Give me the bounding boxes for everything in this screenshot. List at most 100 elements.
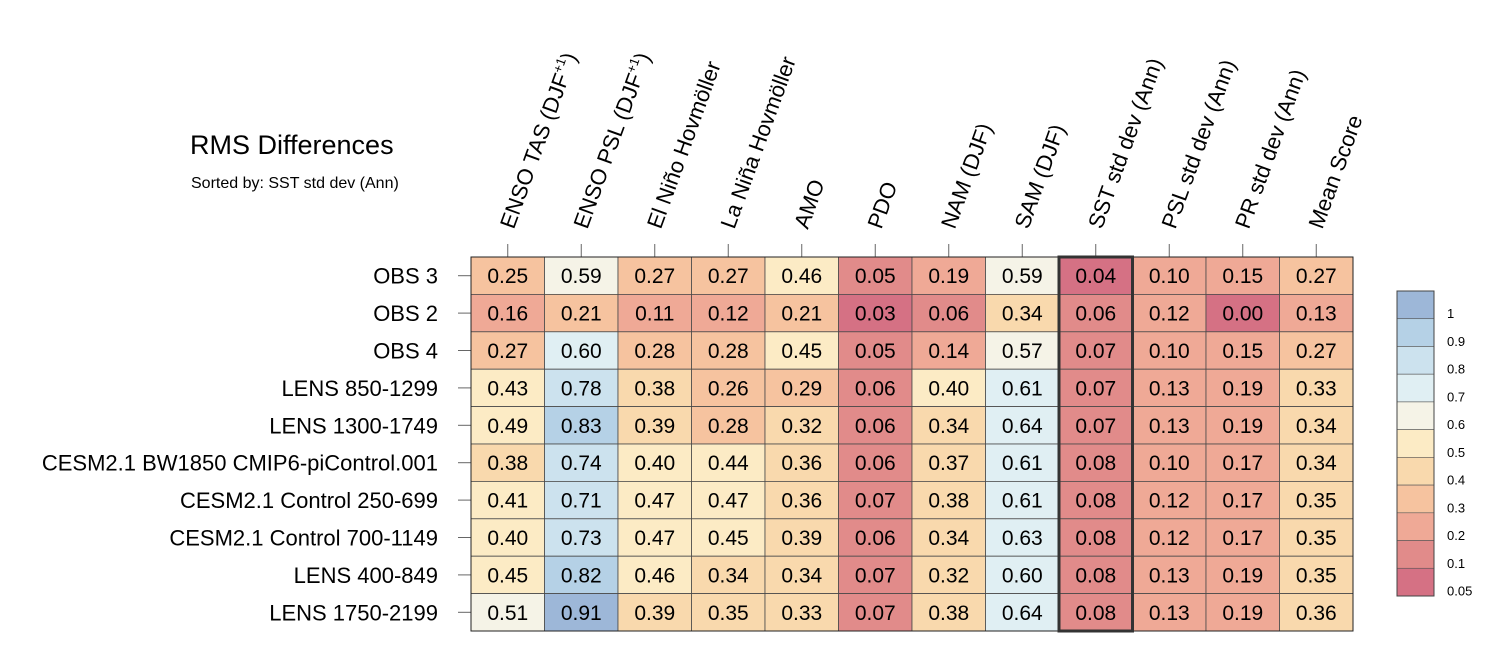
- cell-value: 0.13: [1149, 602, 1190, 625]
- cell-value: 0.19: [1222, 377, 1263, 400]
- cell-value: 0.73: [561, 527, 602, 550]
- heatmap-cell: [985, 368, 1060, 408]
- cell-value: 0.34: [1296, 452, 1337, 475]
- cell-value: 0.14: [928, 340, 969, 363]
- cell-value: 0.28: [708, 415, 749, 438]
- heatmap-cell: [764, 406, 839, 445]
- cell-value: 0.27: [634, 265, 675, 288]
- colorbar-swatch: [1396, 401, 1435, 430]
- cell-value: 0.10: [1149, 340, 1190, 363]
- column-label-text: ENSO TAS (DJF: [495, 70, 574, 232]
- column-label-text: PSL std dev (Ann): [1156, 56, 1240, 232]
- cell-value: 0.17: [1222, 490, 1263, 513]
- cell-value: 0.34: [1002, 303, 1043, 326]
- colorbar-swatch: [1396, 318, 1435, 347]
- heatmap-cell: [470, 368, 545, 408]
- cell-value: 0.40: [928, 377, 969, 400]
- heatmap-cell: [691, 443, 766, 482]
- row-label: LENS 400-849: [294, 563, 438, 588]
- cell-value: 0.06: [855, 377, 896, 400]
- cell-value: 0.51: [487, 602, 528, 625]
- heatmap-cell: [1058, 443, 1133, 482]
- column-label: PR std dev (Ann): [1230, 66, 1311, 232]
- cell-value: 0.64: [1002, 415, 1043, 438]
- heatmap-cell: [911, 406, 986, 445]
- cell-value: 0.39: [634, 415, 675, 438]
- heatmap-cell: [1279, 368, 1354, 408]
- heatmap-cell: [691, 480, 766, 520]
- colorbar-legend: 1 0.9 0.8 0.7 0.6 0.5 0.4 0.3 0.2 0.1 0.05: [1396, 290, 1472, 599]
- row-label: CESM2.1 BW1850 CMIP6-piControl.001: [42, 451, 438, 476]
- cell-value: 0.13: [1149, 415, 1190, 438]
- heatmap-cell: [911, 331, 986, 370]
- cell-value: 0.35: [1296, 490, 1337, 513]
- heatmap-cell: [838, 443, 913, 482]
- colorbar-swatch: [1396, 346, 1435, 375]
- heatmap-cell: [911, 518, 986, 557]
- cell-value: 0.13: [1296, 303, 1337, 326]
- heatmap-cell: [617, 593, 692, 632]
- column-label-text: ENSO PSL (DJF: [568, 70, 647, 232]
- heatmap-cell: [617, 555, 692, 595]
- row-label: CESM2.1 Control 700-1149: [169, 526, 438, 551]
- heatmap-cell: [617, 331, 692, 370]
- cell-value: 0.64: [1002, 602, 1043, 625]
- cell-value: 0.17: [1222, 452, 1263, 475]
- heatmap-cell: [985, 331, 1060, 370]
- cell-value: 0.08: [1075, 527, 1116, 550]
- heatmap-cell: [911, 555, 986, 595]
- cell-value: 0.59: [561, 265, 602, 288]
- grid-border: [470, 256, 1354, 632]
- heatmap-cell: [1132, 593, 1207, 632]
- cell-value: 0.32: [928, 564, 969, 587]
- cell-value: 0.40: [487, 527, 528, 550]
- cell-value: 0.05: [855, 340, 896, 363]
- cell-value: 0.91: [561, 602, 602, 625]
- column-label: PSL std dev (Ann): [1156, 56, 1240, 232]
- cell-value: 0.12: [1149, 303, 1190, 326]
- cell-value: 0.11: [635, 303, 674, 326]
- row-label: OBS 4: [373, 339, 438, 364]
- heatmap-cell: [985, 518, 1060, 557]
- heatmap-cell: [838, 293, 913, 333]
- cell-value: 0.46: [781, 265, 822, 288]
- cell-value: 0.47: [634, 527, 675, 550]
- heatmap-cell: [470, 518, 545, 557]
- cell-value: 0.13: [1149, 377, 1190, 400]
- column-label: AMO: [789, 176, 830, 232]
- heatmap-cell: [1205, 256, 1280, 295]
- cell-value: 0.19: [1222, 415, 1263, 438]
- colorbar-tick-label: 0.3: [1447, 500, 1465, 515]
- cell-value: 0.07: [1075, 377, 1116, 400]
- cell-value: 0.60: [1002, 564, 1043, 587]
- heatmap-cell: [1205, 518, 1280, 557]
- cell-value: 0.36: [1296, 602, 1337, 625]
- colorbar-border: [1396, 290, 1435, 597]
- heatmap-cell: [764, 443, 839, 482]
- cell-value: 0.19: [1222, 564, 1263, 587]
- colorbar-swatch: [1396, 567, 1435, 597]
- heatmap-cell: [911, 593, 986, 632]
- colorbar-swatch: [1396, 484, 1435, 514]
- heatmap-cell: [838, 518, 913, 557]
- colorbar-tick-label: 0.1: [1447, 556, 1465, 571]
- cell-value: 0.27: [708, 265, 749, 288]
- column-label: ENSO TAS (DJF+1): [494, 49, 582, 232]
- heatmap-cells: 0.25 0.59 0.27 0.27 0.46 0.05 0.19 0.59 0.04 0.10…: [470, 256, 1354, 632]
- colorbar-tick-label: 0.7: [1447, 389, 1465, 404]
- cell-value: 0.36: [781, 490, 822, 513]
- heatmap-cell: [838, 555, 913, 595]
- heatmap-cell: [544, 480, 619, 520]
- cell-value: 0.38: [487, 452, 528, 475]
- cell-value: 0.26: [708, 377, 749, 400]
- heatmap-cell: [691, 368, 766, 408]
- heatmap-cell: [838, 406, 913, 445]
- cell-value: 0.78: [561, 377, 602, 400]
- cell-value: 0.27: [1296, 340, 1337, 363]
- cell-value: 0.04: [1075, 265, 1116, 288]
- row-labels: OBS 3 OBS 2 OBS 4 LENS 850-1299 LENS 1300-17…: [42, 264, 471, 625]
- heatmap-cell: [1058, 406, 1133, 445]
- colorbar-tick-label: 1: [1447, 306, 1454, 321]
- column-label: La Niña Hovmöller: [715, 53, 800, 232]
